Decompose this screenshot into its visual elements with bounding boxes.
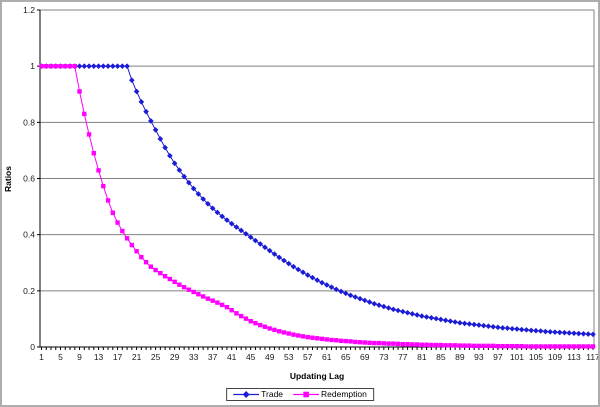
x-tick-label: 89 [455,352,465,362]
x-tick-label: 101 [510,352,524,362]
x-tick-label: 69 [360,352,370,362]
y-axis-title: Ratios [3,166,13,192]
series-trade [38,63,596,338]
x-tick-label: 85 [436,352,446,362]
x-tick-label: 9 [77,352,82,362]
x-tick-label: 37 [208,352,218,362]
y-tick-label: 0.2 [23,286,35,296]
legend-label-redemption: Redemption [321,389,367,399]
y-tick-label: 1.2 [23,5,35,15]
axes: 0 0.2 0.4 0.6 0.8 1 1.2 1 5 9 13 17 21 25 29 33 37 41 45 49… [23,5,600,362]
x-tick-label: 49 [265,352,275,362]
y-tick-label: 1 [30,61,35,71]
x-tick-label: 105 [529,352,543,362]
x-tick-label: 117 [586,352,600,362]
x-tick-label: 97 [493,352,503,362]
x-tick-label: 21 [132,352,142,362]
legend: Trade Redemption [226,388,374,401]
legend-item-redemption: Redemption [293,390,367,399]
x-tick-label: 113 [567,352,581,362]
x-tick-label: 45 [246,352,256,362]
x-tick-label: 65 [341,352,351,362]
y-tick-label: 0.4 [23,230,35,240]
y-tick-label: 0.8 [23,117,35,127]
x-tick-label: 57 [303,352,313,362]
x-tick-label: 17 [113,352,123,362]
series-redemption [39,63,596,349]
x-tick-label: 33 [189,352,199,362]
x-axis-title: Updating Lag [289,371,345,381]
legend-label-trade: Trade [261,389,284,399]
redemption-square-marker-icon [293,391,320,398]
legend-item-trade: Trade [233,390,283,399]
x-tick-label: 61 [322,352,332,362]
x-tick-label: 81 [417,352,427,362]
x-tick-label: 5 [58,352,63,362]
x-tick-label: 29 [170,352,180,362]
x-tick-label: 41 [227,352,237,362]
x-tick-label: 13 [94,352,104,362]
x-tick-label: 77 [398,352,408,362]
x-tick-label: 93 [474,352,484,362]
x-tick-label: 109 [548,352,562,362]
x-tick-label: 1 [39,352,44,362]
gridlines [40,9,595,347]
trade-diamond-marker-icon [233,391,260,398]
y-tick-label: 0.6 [23,174,35,184]
x-tick-label: 73 [379,352,389,362]
x-tick-label: 53 [284,352,294,362]
y-tick-label: 0 [30,342,35,352]
x-tick-label: 25 [151,352,161,362]
